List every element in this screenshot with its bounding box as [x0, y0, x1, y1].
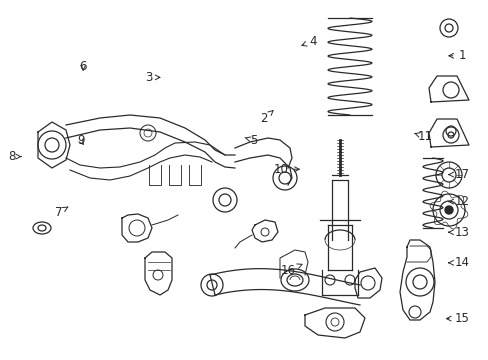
Text: 17: 17 [448, 168, 468, 181]
Text: 11: 11 [414, 130, 432, 143]
Text: 9: 9 [77, 134, 84, 147]
Text: 7: 7 [55, 206, 68, 219]
Circle shape [444, 206, 452, 214]
Text: 10: 10 [273, 163, 299, 176]
Text: 1: 1 [448, 49, 465, 62]
Text: 6: 6 [79, 60, 87, 73]
Text: 15: 15 [446, 312, 468, 325]
Text: 8: 8 [8, 150, 21, 163]
Text: 5: 5 [244, 134, 258, 147]
Text: 2: 2 [260, 111, 272, 125]
Text: 13: 13 [448, 226, 468, 239]
Text: 4: 4 [301, 35, 316, 48]
Text: 3: 3 [145, 71, 160, 84]
Text: 12: 12 [448, 195, 468, 208]
Text: 16: 16 [281, 264, 302, 276]
Text: 14: 14 [448, 256, 468, 269]
